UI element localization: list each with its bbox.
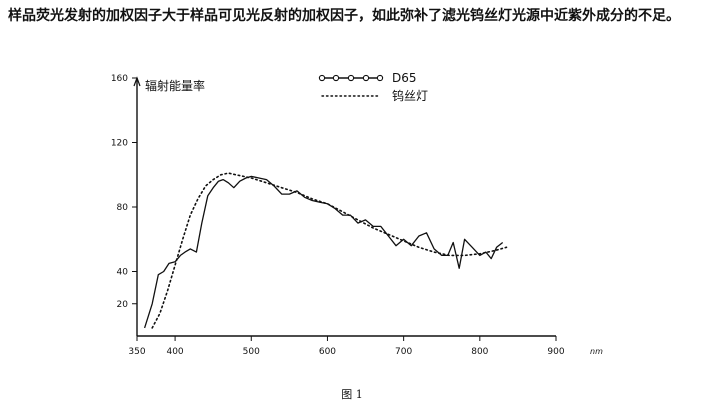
x-unit-label: nm [590, 347, 603, 356]
legend-marker [362, 74, 370, 82]
chart-series [143, 172, 508, 329]
x-tick-label: 700 [395, 347, 412, 357]
body-paragraph: 样品荧光发射的加权因子大于样品可见光反射的加权因子，如此弥补了滤光钨丝灯光源中近… [8, 8, 680, 24]
y-tick-label: 160 [111, 74, 128, 84]
legend-marker [318, 74, 326, 82]
x-tick-label: 400 [166, 347, 183, 357]
x-tick-label: 600 [319, 347, 336, 357]
series-line-1 [151, 172, 508, 329]
x-tick-label: 350 [128, 347, 145, 357]
legend-marker [332, 74, 340, 82]
x-tick-label: 900 [547, 347, 564, 357]
legend-label-1: 钨丝灯 [392, 88, 428, 103]
y-tick-label: 40 [117, 268, 129, 278]
figure-caption: 图 1 [341, 388, 363, 401]
y-tick-label: 120 [111, 139, 128, 149]
y-tick-label: 20 [117, 300, 129, 310]
x-tick-label: 500 [243, 347, 260, 357]
y-tick-label: 80 [117, 203, 129, 213]
x-tick-label: 800 [471, 347, 488, 357]
y-axis-label: 辐射能量率 [145, 78, 205, 93]
chart-axes: 辐射能量率 [133, 76, 556, 337]
chart-legend: D65 钨丝灯 [318, 71, 428, 103]
series-line-0 [143, 175, 504, 329]
legend-marker [376, 74, 384, 82]
legend-marker [347, 74, 355, 82]
chart-ticks: 350 400 500 600 700 800 900 nm 20 40 80 120 160 [111, 74, 603, 357]
legend-label-0: D65 [392, 71, 417, 85]
